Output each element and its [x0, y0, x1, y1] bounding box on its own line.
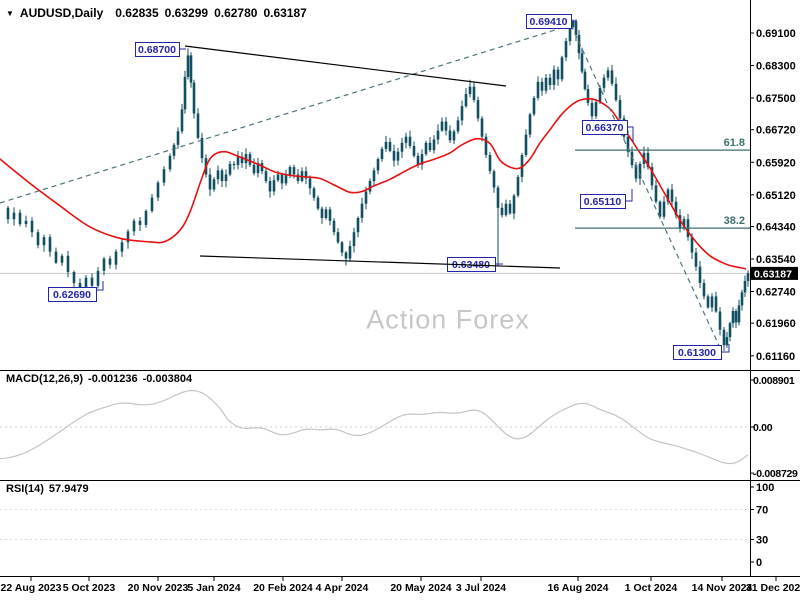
rsi-indicator-label: RSI(14) 57.9479 [6, 483, 94, 495]
date-label: 4 Apr 2024 [316, 582, 369, 594]
svg-text:0.62690: 0.62690 [53, 289, 91, 301]
price-axis-label: 0.64340 [756, 222, 796, 234]
date-label: 1 Oct 2024 [625, 582, 678, 594]
macd-axis-label: 0.00 [753, 422, 773, 434]
date-label: 20 Nov 2023 [128, 582, 189, 594]
macd-signal-value: -0.003804 [142, 373, 193, 385]
trendline-dashed[interactable] [0, 24, 572, 204]
date-label: 16 Aug 2024 [548, 582, 609, 594]
price-flag[interactable]: 0.65110 [580, 189, 633, 209]
price-flag[interactable]: 0.61300 [673, 344, 730, 360]
price-flag[interactable]: 0.66370 [582, 120, 634, 143]
quote-low: 0.62780 [214, 6, 258, 20]
date-label: 5 Oct 2023 [63, 582, 116, 594]
fib-level[interactable]: 61.8 [575, 137, 750, 151]
svg-text:0.68700: 0.68700 [138, 44, 176, 56]
price-flag[interactable]: 0.68700 [135, 42, 187, 57]
quote-open: 0.62835 [115, 6, 159, 20]
svg-text:38.2: 38.2 [724, 215, 745, 227]
current-price-tag: 0.63187 [751, 266, 798, 280]
macd-axis-label: 0.008901 [753, 375, 795, 387]
rsi-axis: 100 70 30 0 [750, 482, 774, 569]
date-label: 14 Nov 2024 [692, 582, 753, 594]
macd-axis-label: -0.008729 [753, 468, 798, 480]
price-axis-label: 0.69100 [756, 28, 796, 40]
rsi-axis-label: 0 [756, 557, 762, 569]
svg-text:0.65110: 0.65110 [584, 196, 622, 208]
price-axis-label: 0.68300 [756, 61, 796, 73]
price-flag[interactable]: 0.62690 [48, 281, 104, 302]
symbol-period-label: AUDUSD,Daily [19, 6, 104, 20]
price-axis-label: 0.66720 [756, 125, 796, 137]
time-axis: 22 Aug 2023 5 Oct 2023 20 Nov 2023 5 Jan 20… [1, 577, 800, 594]
candlestick-series [6, 19, 750, 351]
quote-high: 0.63299 [164, 6, 209, 20]
macd-axis: 0.008901 0.00 -0.008729 [750, 375, 798, 480]
quote-close: 0.63187 [263, 6, 307, 20]
watermark: Action Forex [366, 304, 530, 335]
price-axis-label: 0.67500 [756, 93, 796, 105]
price-axis-label: 0.65120 [756, 190, 796, 202]
rsi-axis-label: 30 [756, 535, 768, 547]
date-label: 5 Jan 2024 [187, 582, 240, 594]
price-axis-label: 0.61960 [756, 318, 796, 330]
date-label: 31 Dec 2024 [746, 582, 800, 594]
date-label: 20 Feb 2024 [253, 582, 313, 594]
rsi-axis-label: 70 [756, 505, 768, 517]
price-axis: 0.69100 0.68300 0.67500 0.66720 0.65920 0.651… [750, 28, 796, 363]
svg-text:0.63187: 0.63187 [754, 268, 792, 280]
trendline-solid[interactable] [184, 45, 507, 87]
svg-text:0.69410: 0.69410 [530, 16, 568, 28]
rsi-value: 57.9479 [48, 483, 89, 495]
macd-main-value: -0.001236 [88, 373, 138, 385]
svg-text:61.8: 61.8 [724, 137, 745, 149]
trendline-solid[interactable] [199, 255, 561, 269]
macd-label: MACD(12,26,9) [6, 373, 84, 385]
fib-level[interactable]: 38.2 [575, 215, 750, 229]
moving-average-line[interactable] [0, 97, 747, 270]
rsi-label: RSI(14) [6, 483, 44, 495]
price-axis-label: 0.63540 [756, 254, 796, 266]
macd-indicator-label: MACD(12,26,9) -0.001236 -0.003804 [6, 373, 197, 385]
macd-signal-line [0, 389, 749, 465]
price-axis-label: 0.61160 [756, 351, 795, 363]
price-flag[interactable]: 0.69410 [526, 14, 578, 29]
date-label: 22 Aug 2023 [1, 582, 62, 594]
svg-text:0.61300: 0.61300 [678, 347, 716, 359]
date-label: 20 May 2024 [390, 582, 451, 594]
price-axis-label: 0.62740 [756, 287, 796, 299]
price-axis-label: 0.65920 [756, 157, 796, 169]
date-label: 3 Jul 2024 [456, 582, 506, 594]
symbol-dropdown-icon[interactable]: ▼ [6, 9, 14, 18]
svg-text:0.66370: 0.66370 [586, 122, 624, 134]
trendline-dashed[interactable] [570, 24, 723, 353]
rsi-axis-label: 100 [756, 482, 774, 494]
chart-title-bar: ▼ AUDUSD,Daily 0.62835 0.63299 0.62780 0.6318… [6, 6, 313, 20]
